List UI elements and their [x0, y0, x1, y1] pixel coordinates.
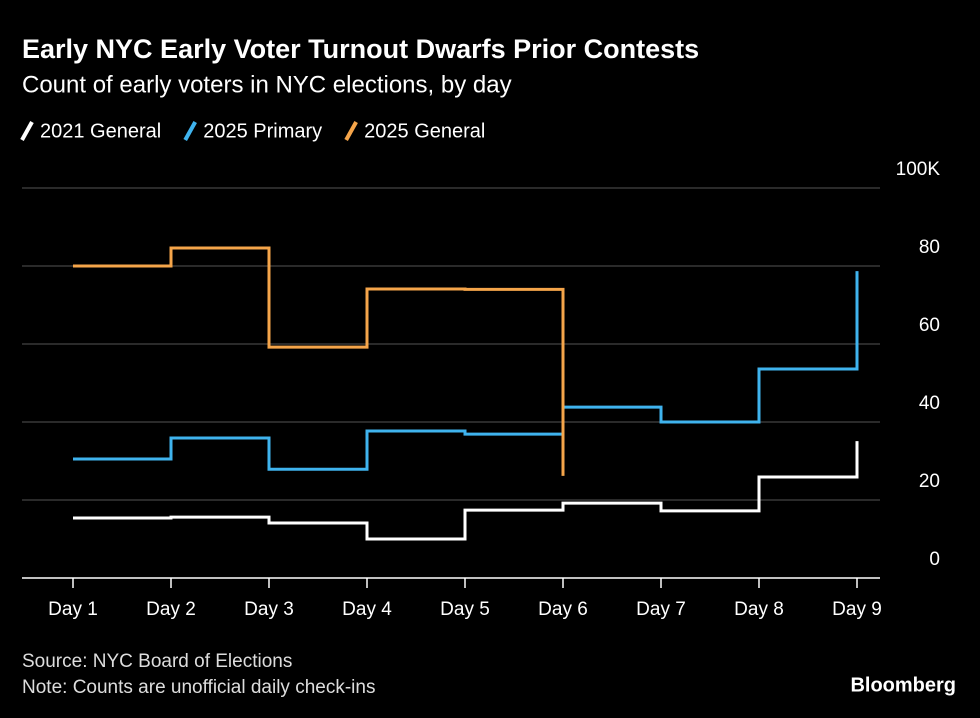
series-line	[73, 246, 565, 476]
y-tick-label: 60	[919, 315, 940, 336]
x-tick-label: Day 9	[832, 599, 882, 620]
legend-swatch	[20, 121, 34, 141]
note: Note: Counts are unofficial daily check-…	[22, 677, 375, 698]
y-tick-label: 0	[929, 549, 940, 570]
y-tick-label: 40	[919, 393, 940, 414]
legend-label: 2025 General	[364, 120, 485, 142]
x-tick-label: Day 1	[48, 599, 98, 620]
legend-label: 2021 General	[40, 120, 161, 142]
x-tick-label: Day 6	[538, 599, 588, 620]
x-tick-label: Day 3	[244, 599, 294, 620]
x-tick-label: Day 4	[342, 599, 392, 620]
legend-swatch	[344, 121, 358, 141]
y-tick-label: 20	[919, 471, 940, 492]
x-tick-label: Day 7	[636, 599, 686, 620]
x-tick-label: Day 8	[734, 599, 784, 620]
x-tick-label: Day 5	[440, 599, 490, 620]
legend-swatch	[183, 121, 197, 141]
chart-title: Early NYC Early Voter Turnout Dwarfs Pri…	[22, 34, 699, 64]
x-tick-label: Day 2	[146, 599, 196, 620]
source: Source: NYC Board of Elections	[22, 651, 292, 672]
legend-label: 2025 Primary	[203, 120, 322, 142]
series-line	[73, 271, 859, 471]
brand: Bloomberg	[850, 674, 956, 696]
y-tick-label: 80	[919, 237, 940, 258]
series-line	[73, 441, 859, 541]
chart-subtitle: Count of early voters in NYC elections, …	[22, 71, 512, 98]
y-tick-label: 100K	[896, 159, 941, 180]
